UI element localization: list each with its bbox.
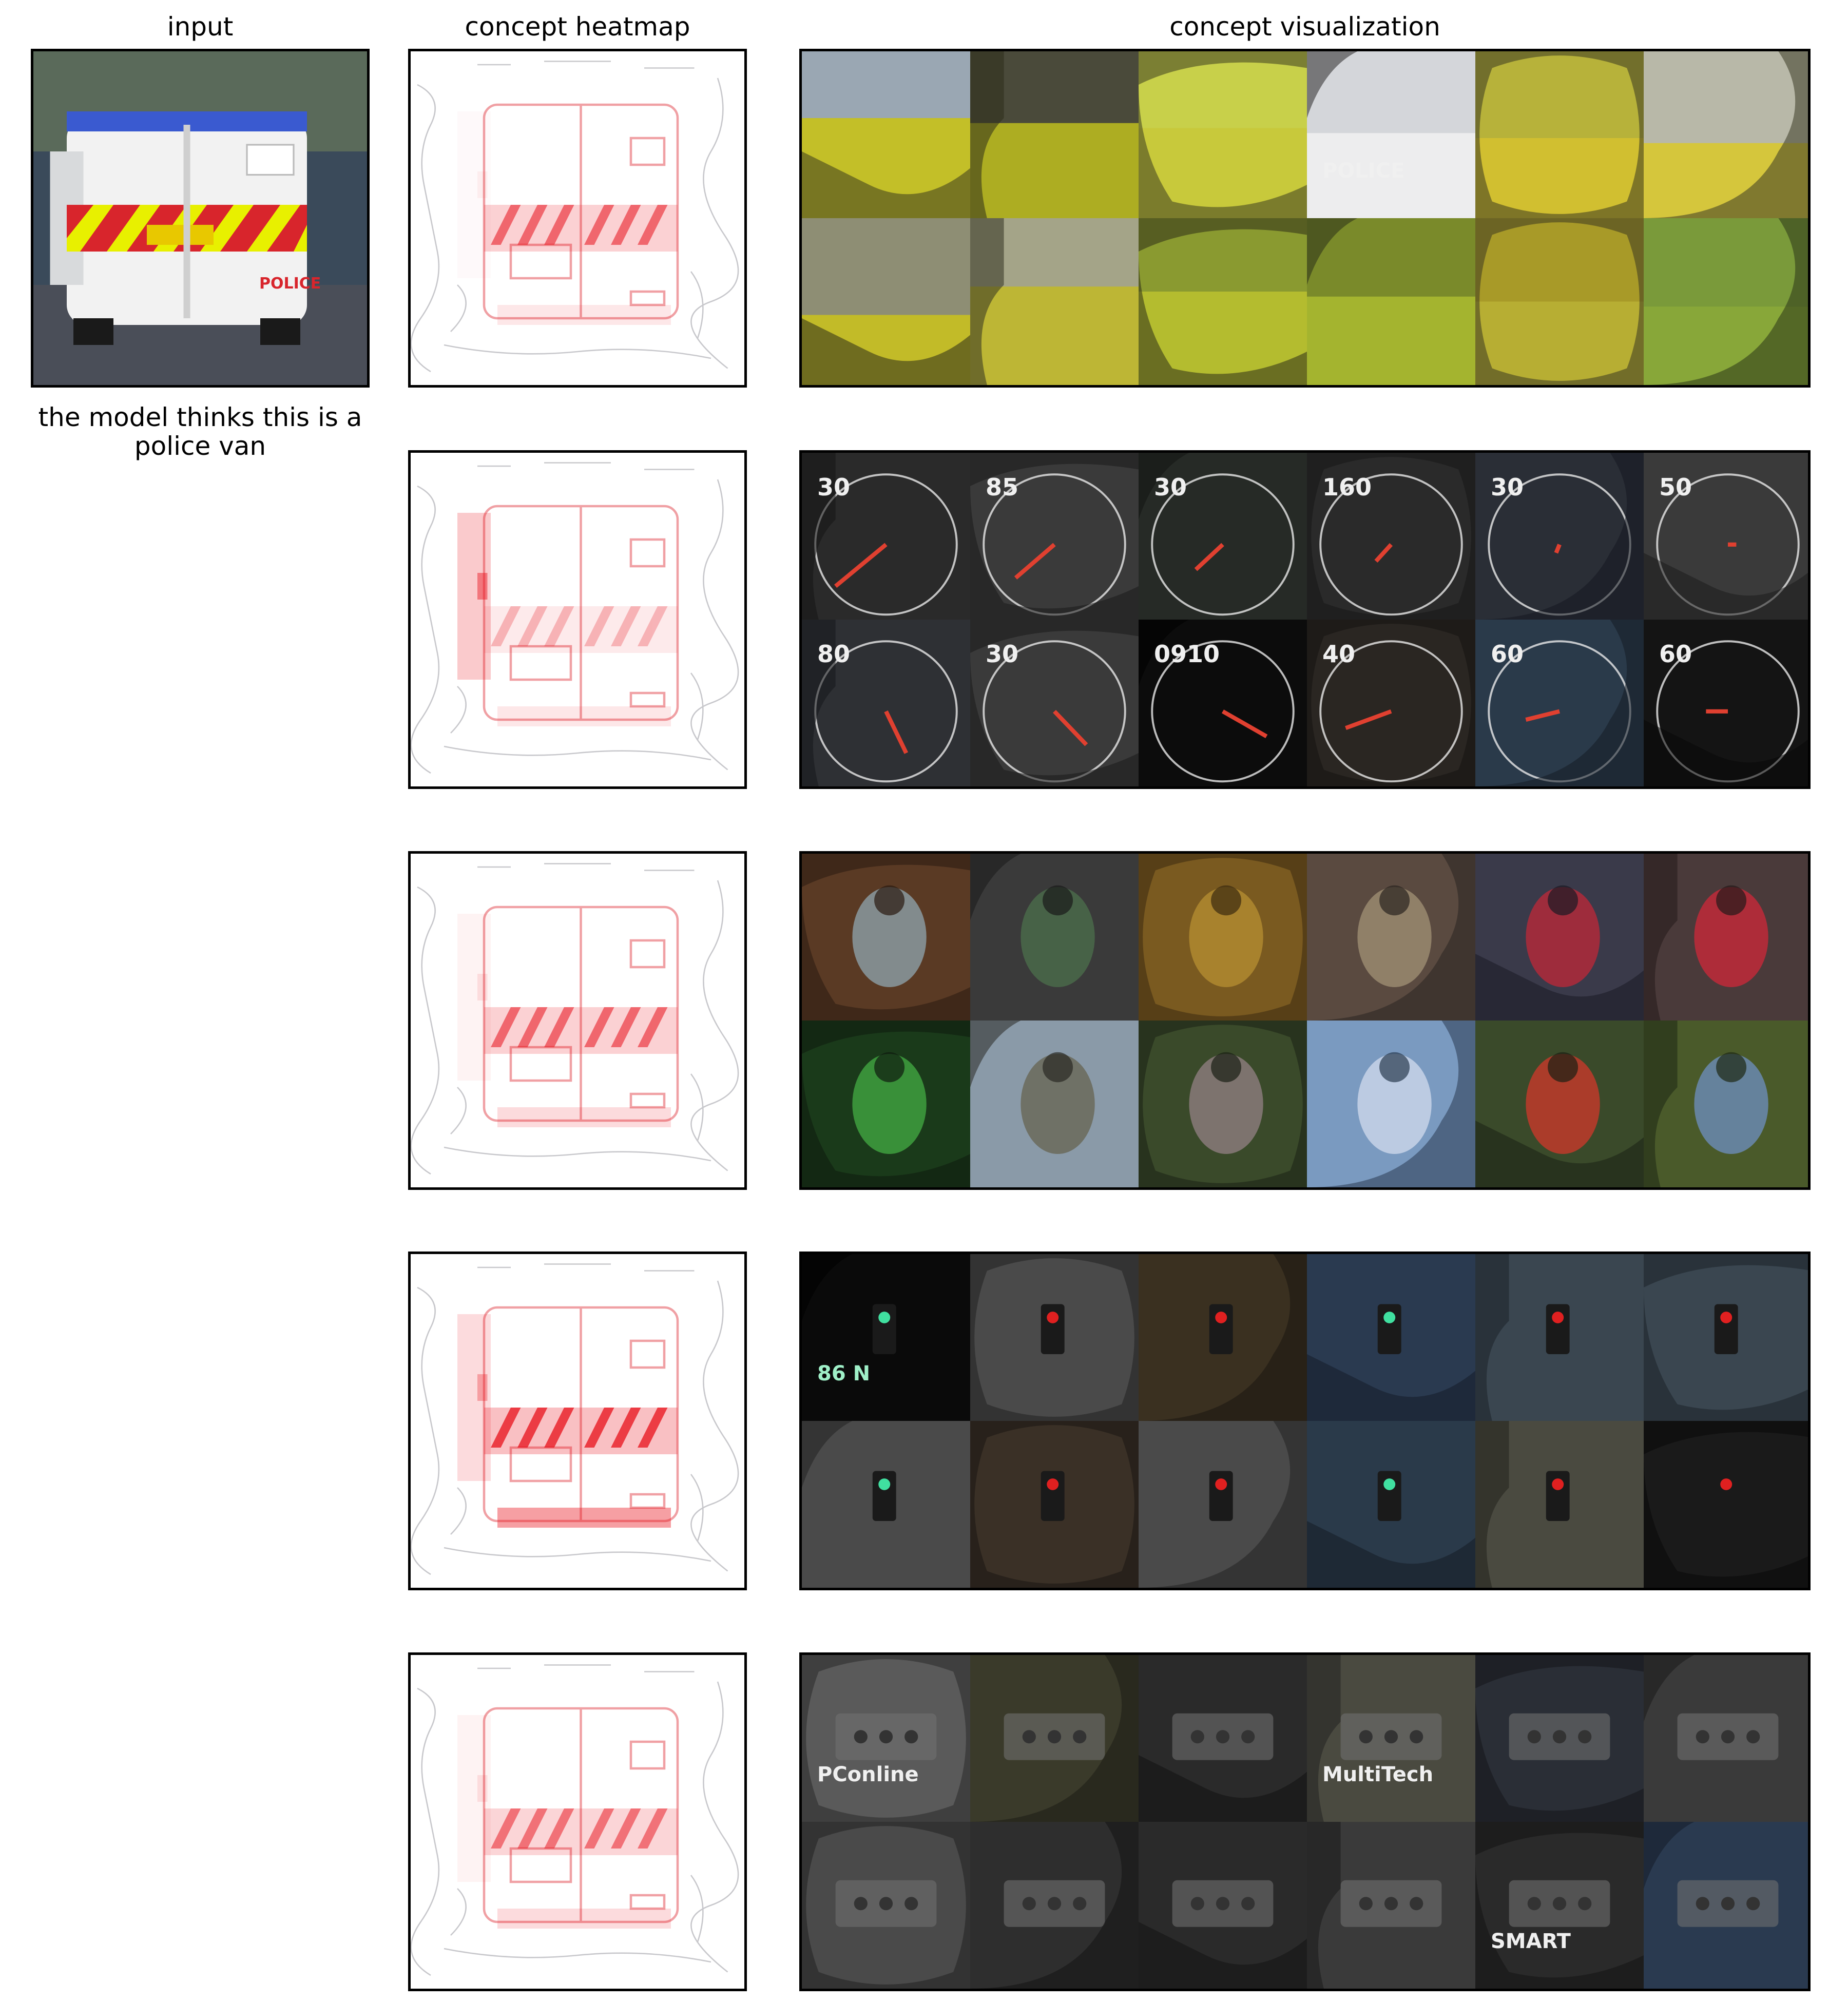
concept-tile <box>1139 1822 1307 1989</box>
concept-tile <box>1139 218 1307 385</box>
concept-tile <box>970 1254 1139 1421</box>
tile-label: 30 <box>1154 473 1187 501</box>
tile-label: 60 <box>1659 640 1692 668</box>
concept-tile: MultiTech <box>1307 1655 1475 1822</box>
concept-tile <box>1139 1421 1307 1588</box>
concept-tile <box>1475 1421 1644 1588</box>
prediction-caption: the model thinks this is a police van <box>38 402 362 461</box>
tile-label: PConline <box>817 1763 919 1786</box>
input-column-title: input <box>167 12 234 42</box>
concept-heatmap-1 <box>408 49 747 388</box>
concept-tile: 160 <box>1307 453 1475 620</box>
concept-tile <box>1644 1655 1808 1822</box>
tile-label: 160 <box>1322 473 1372 501</box>
concept-tile: 85 <box>970 453 1139 620</box>
visualization-column-title: concept visualization <box>1169 12 1440 42</box>
concept-tile <box>1307 1822 1475 1989</box>
concept-tile <box>1644 1822 1808 1989</box>
concept-tile <box>970 51 1139 218</box>
concept-tile: 0910 <box>1139 620 1307 786</box>
concept-tile <box>1475 854 1644 1021</box>
concept-heatmap-3 <box>408 851 747 1190</box>
concept-tile: 40 <box>1307 620 1475 786</box>
concept-tile: 30 <box>1139 453 1307 620</box>
concept-tile <box>1644 854 1808 1021</box>
concept-tile <box>1644 218 1808 385</box>
input-image: POLICE <box>31 49 370 388</box>
concept-tile <box>1475 1655 1644 1822</box>
concept-tile: 60 <box>1475 620 1644 786</box>
concept-tile <box>970 1421 1139 1588</box>
concept-tile: 30 <box>802 453 970 620</box>
concept-tile <box>802 51 970 218</box>
concept-tile <box>1307 854 1475 1021</box>
concept-visualization-5: PConline MultiTech <box>799 1652 1811 1991</box>
concept-visualization-3 <box>799 851 1811 1190</box>
tile-label: 85 <box>986 473 1019 501</box>
concept-tile <box>802 854 970 1021</box>
tile-label: 80 <box>817 640 851 668</box>
concept-tile <box>1644 51 1808 218</box>
concept-tile <box>1644 1254 1808 1421</box>
heatmap-column-title: concept heatmap <box>465 12 690 42</box>
concept-tile <box>1307 1254 1475 1421</box>
concept-tile <box>970 1822 1139 1989</box>
tile-label: SMART <box>1491 1930 1571 1953</box>
concept-visualization-2: 30 85 30 160 <box>799 450 1811 789</box>
tile-label: 30 <box>986 640 1019 668</box>
concept-tile <box>802 1421 970 1588</box>
concept-tile <box>1475 51 1644 218</box>
concept-tile <box>1475 1021 1644 1187</box>
concept-tile <box>1139 1655 1307 1822</box>
concept-tile <box>970 854 1139 1021</box>
van-police-label: POLICE <box>259 275 321 293</box>
concept-tile: 60 <box>1644 620 1808 786</box>
tile-label: 30 <box>1491 473 1524 501</box>
concept-tile <box>1307 1421 1475 1588</box>
concept-tile <box>1475 218 1644 385</box>
concept-tile: POLICE <box>1307 51 1475 218</box>
concept-tile <box>802 218 970 385</box>
concept-tile: 50 <box>1644 453 1808 620</box>
concept-tile: 30 <box>970 620 1139 786</box>
concept-tile: 86 N <box>802 1254 970 1421</box>
concept-visualization-1: POLICE <box>799 49 1811 388</box>
concept-heatmap-5 <box>408 1652 747 1991</box>
tile-label: 86 N <box>817 1362 871 1385</box>
concept-tile: PConline <box>802 1655 970 1822</box>
concept-tile <box>1139 854 1307 1021</box>
concept-tile <box>970 1021 1139 1187</box>
tile-label: MultiTech <box>1322 1763 1434 1786</box>
tile-label: POLICE <box>1322 159 1405 183</box>
police-van-icon <box>33 51 367 385</box>
concept-tile: 80 <box>802 620 970 786</box>
concept-tile <box>1307 1021 1475 1187</box>
concept-tile <box>1139 51 1307 218</box>
concept-visualization-4: 86 N <box>799 1252 1811 1590</box>
concept-tile <box>1307 218 1475 385</box>
concept-tile <box>1139 1254 1307 1421</box>
tile-label: 50 <box>1659 473 1692 501</box>
concept-tile <box>802 1822 970 1989</box>
concept-tile <box>1644 1021 1808 1187</box>
concept-tile <box>970 218 1139 385</box>
concept-heatmap-2 <box>408 450 747 789</box>
concept-tile <box>802 1021 970 1187</box>
concept-tile <box>1475 1254 1644 1421</box>
concept-tile <box>1644 1421 1808 1588</box>
concept-tile <box>1139 1021 1307 1187</box>
tile-label: 60 <box>1491 640 1524 668</box>
concept-tile <box>970 1655 1139 1822</box>
concept-heatmap-4 <box>408 1252 747 1590</box>
concept-tile: SMART <box>1475 1822 1644 1989</box>
tile-label: 0910 <box>1154 640 1220 668</box>
concept-tile: 30 <box>1475 453 1644 620</box>
tile-label: 40 <box>1322 640 1356 668</box>
tile-label: 30 <box>817 473 851 501</box>
